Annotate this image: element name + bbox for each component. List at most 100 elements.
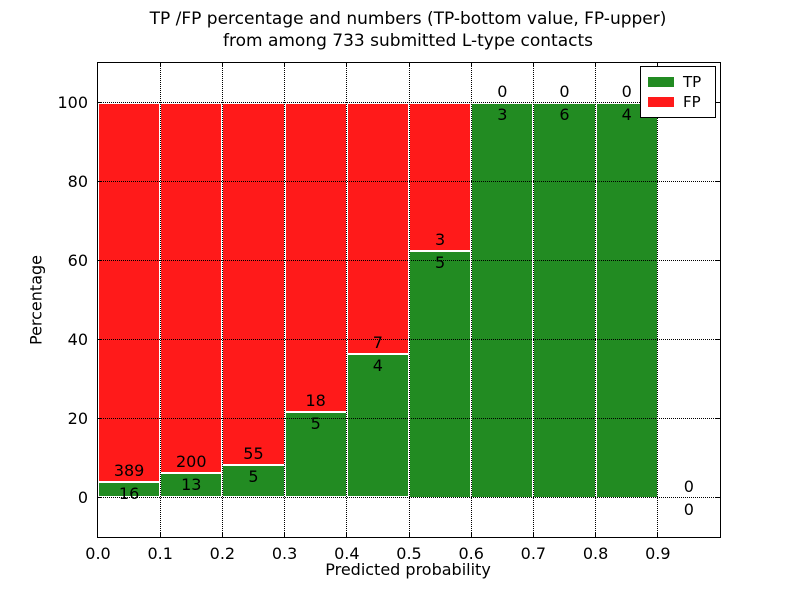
x-tick-top — [408, 63, 410, 67]
tp-count-label: 4 — [372, 355, 383, 375]
y-tick-label: 60 — [67, 250, 88, 270]
y-tick-label: 40 — [67, 329, 88, 349]
y-tick-left — [98, 181, 102, 182]
x-tick-top — [470, 63, 472, 67]
x-tick-label: 0.0 — [85, 544, 111, 563]
tp-bar-segment — [533, 102, 596, 498]
x-tick-label: 0.7 — [520, 544, 547, 563]
x-tick-top — [346, 63, 348, 67]
y-tick-right — [716, 418, 720, 419]
x-tick-top — [159, 63, 161, 67]
legend-item-tp: TP — [648, 72, 711, 92]
tp-bar-segment — [409, 250, 472, 498]
fp-bar-segment — [284, 102, 347, 412]
fp-bar-segment — [346, 102, 409, 354]
x-tick-label: 0.5 — [396, 544, 422, 563]
x-gridline — [532, 63, 534, 537]
y-tick-left — [98, 497, 102, 498]
y-tick-right — [716, 497, 720, 498]
x-tick-bottom — [595, 533, 597, 537]
x-tick-bottom — [221, 533, 223, 537]
tp-bar-segment — [346, 353, 409, 498]
tp-count-label: 5 — [248, 466, 259, 486]
fp-count-label: 0 — [621, 81, 632, 101]
y-tick-right — [716, 181, 720, 182]
x-gridline — [159, 63, 161, 537]
fp-bar-segment — [409, 102, 472, 251]
x-tick-bottom — [532, 533, 534, 537]
y-tick-label: 20 — [67, 408, 88, 428]
x-tick-label: 0.1 — [147, 544, 173, 563]
tp-bar-segment — [284, 411, 347, 498]
legend-label-fp: FP — [683, 93, 701, 111]
tp-count-label: 13 — [181, 475, 202, 495]
fp-bar-segment — [222, 102, 285, 465]
tp-bar-segment — [595, 102, 658, 498]
chart-title-line2: from among 733 submitted L-type contacts — [222, 31, 593, 51]
fp-color-swatch — [648, 97, 674, 107]
fp-count-label: 7 — [372, 332, 383, 352]
x-gridline — [657, 63, 659, 537]
y-tick-left — [98, 260, 102, 261]
fp-count-label: 0 — [497, 81, 508, 101]
tp-count-label: 0 — [683, 499, 694, 519]
x-gridline — [284, 63, 286, 537]
x-tick-bottom — [657, 533, 659, 537]
x-tick-top — [532, 63, 534, 67]
fp-bar-segment — [160, 102, 223, 474]
fp-count-label: 3 — [435, 229, 446, 249]
tp-bar-segment — [160, 473, 223, 498]
x-tick-bottom — [346, 533, 348, 537]
legend-label-tp: TP — [683, 73, 702, 91]
x-tick-label: 0.6 — [458, 544, 484, 563]
tp-count-label: 3 — [497, 104, 508, 124]
fp-count-label: 18 — [305, 390, 326, 410]
x-gridline — [470, 63, 472, 537]
tp-color-swatch — [648, 77, 674, 87]
fp-bar-segment — [98, 102, 161, 482]
y-tick-right — [716, 102, 720, 103]
legend: TP FP — [640, 66, 716, 118]
fp-count-label: 389 — [113, 460, 145, 480]
y-tick-label: 80 — [67, 171, 88, 191]
y-tick-left — [98, 418, 102, 419]
x-tick-bottom — [159, 533, 161, 537]
plot-area: TP FP 389 16 200 13 55 5 18 5 7 4 3 5 0 3 0 6 0 4 0 0 — [97, 62, 721, 538]
fp-count-label: 0 — [683, 476, 694, 496]
y-tick-left — [98, 339, 102, 340]
legend-item-fp: FP — [648, 92, 711, 112]
tp-count-label: 5 — [435, 252, 446, 272]
x-tick-label: 0.9 — [645, 544, 671, 563]
tp-count-label: 6 — [559, 104, 570, 124]
x-tick-label: 0.2 — [209, 544, 236, 563]
x-tick-top — [657, 63, 659, 67]
x-gridline — [595, 63, 597, 537]
fp-count-label: 200 — [176, 452, 207, 472]
chart-title-line1: TP /FP percentage and numbers (TP-bottom… — [149, 9, 667, 29]
x-tick-top — [595, 63, 597, 67]
fp-count-label: 55 — [243, 443, 264, 463]
y-tick-label: 0 — [77, 487, 88, 507]
x-gridline — [346, 63, 348, 537]
x-gridline — [221, 63, 223, 537]
fp-count-label: 0 — [559, 81, 570, 101]
y-tick-right — [716, 260, 720, 261]
tp-bar-segment — [222, 464, 285, 498]
x-tick-top — [284, 63, 286, 67]
x-tick-label: 0.3 — [271, 544, 298, 563]
x-gridline — [408, 63, 410, 537]
x-tick-bottom — [408, 533, 410, 537]
tp-count-label: 5 — [310, 413, 321, 433]
tp-count-label: 4 — [621, 104, 632, 124]
x-axis-label: Predicted probability — [325, 560, 491, 579]
tp-count-label: 16 — [118, 483, 140, 503]
tp-bar-segment — [98, 481, 161, 498]
x-tick-bottom — [284, 533, 286, 537]
y-tick-right — [716, 339, 720, 340]
y-tick-label: 100 — [57, 92, 88, 112]
tp-bar-segment — [471, 102, 534, 498]
y-tick-left — [98, 102, 102, 103]
x-tick-label: 0.8 — [582, 544, 609, 563]
x-tick-label: 0.4 — [334, 544, 360, 563]
